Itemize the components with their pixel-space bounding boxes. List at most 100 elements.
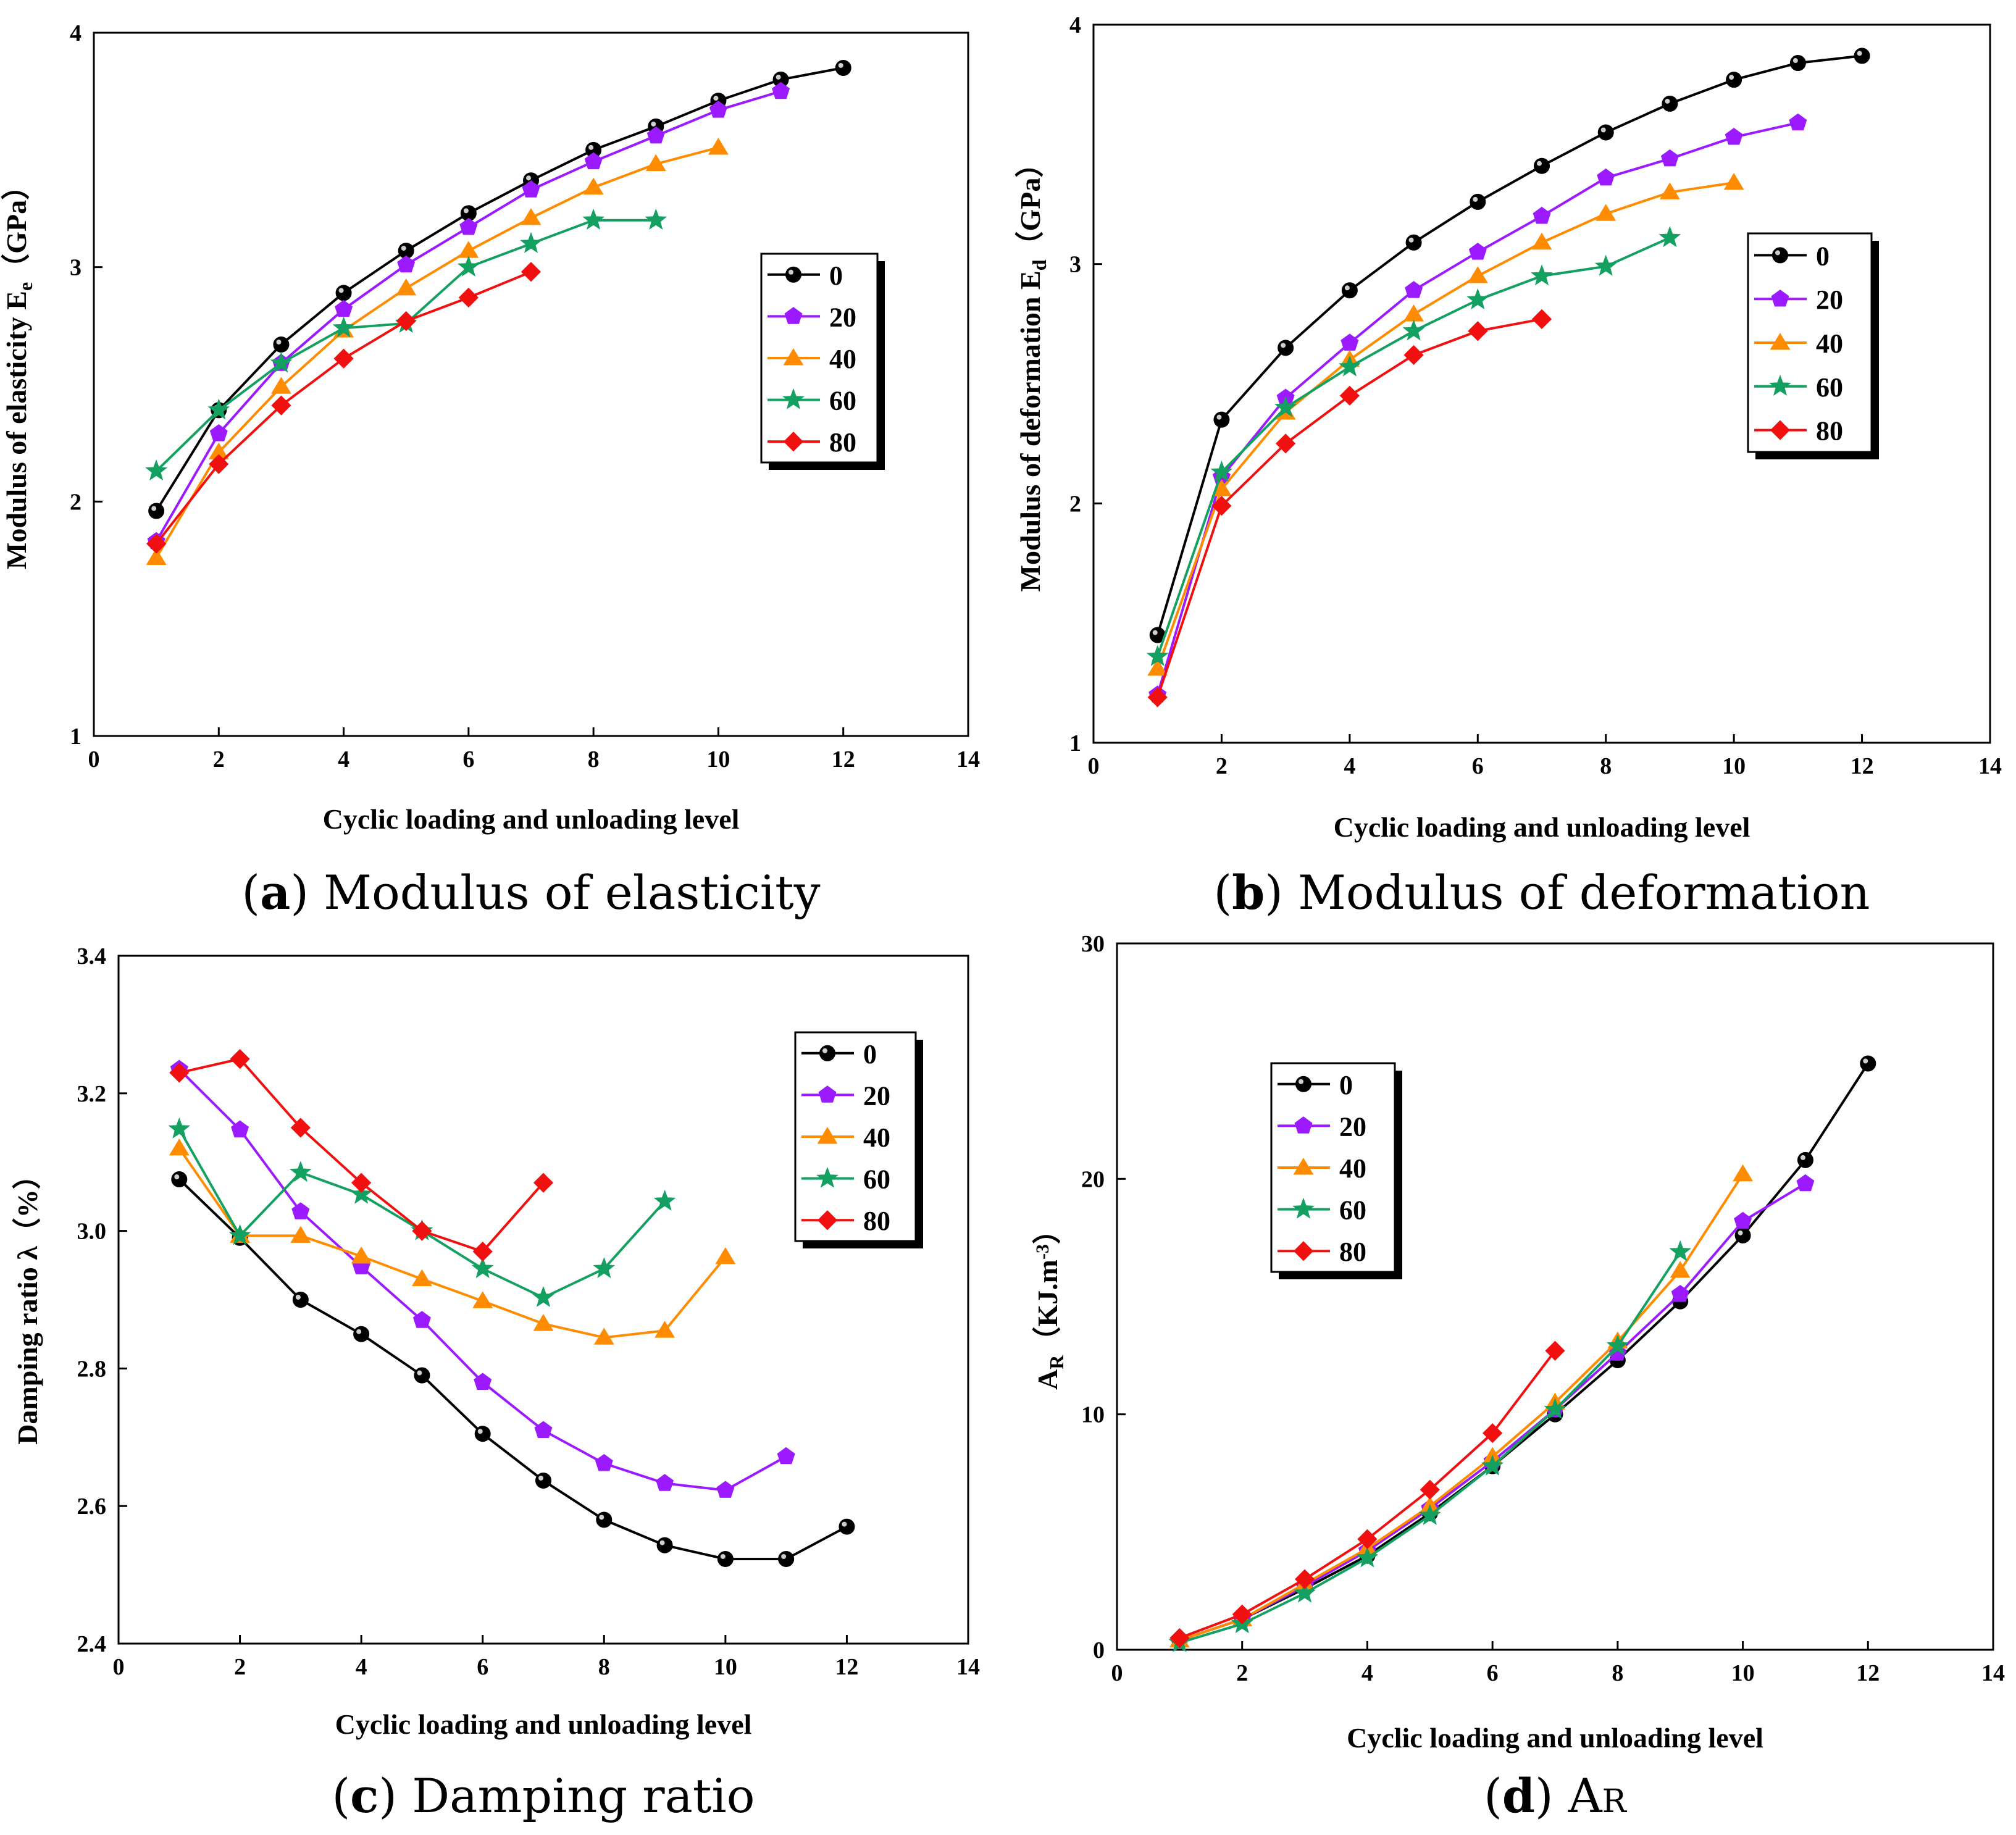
legend-marker [1293,1241,1314,1261]
x-tick-label: 12 [835,1654,858,1680]
legend-label: 0 [863,1039,877,1069]
data-point [145,459,168,481]
data-point [1468,243,1487,260]
data-point [521,262,542,282]
data-point [351,1246,372,1264]
data-point [1405,234,1422,251]
data-point [1294,1569,1315,1589]
data-point [1531,232,1552,250]
x-tick-label: 4 [1344,753,1355,779]
data-point [457,255,480,277]
x-tick-label: 6 [462,746,474,772]
series-line-0 [178,1178,848,1560]
data-point [1403,304,1424,322]
data-point [1211,496,1232,516]
data-point-highlight [1344,285,1350,291]
data-point [273,336,290,353]
data-point [459,217,478,235]
data-point [1402,319,1425,341]
legend-label: 20 [829,302,856,332]
data-point [1733,1164,1754,1182]
data-point [646,126,665,144]
data-point [708,138,729,155]
data-point [533,1172,554,1193]
data-point [474,1426,491,1442]
data-point [1531,264,1553,286]
data-point [231,1120,249,1138]
data-point-highlight [463,208,469,214]
series-line-40 [155,146,719,559]
panel-caption: (c) Damping ratio [332,1768,755,1823]
data-point-highlight [588,144,594,150]
y-axis-label: Modulus of elasticity Ee（GPa） [1,172,36,569]
data-point [1854,48,1870,64]
data-point [1789,55,1806,72]
series-0 [148,59,851,519]
data-point [1403,345,1424,366]
y-axis-label: AR（KJ.m-3） [1032,1216,1068,1390]
legend-marker [1292,1197,1315,1219]
series-line-0 [155,66,844,512]
data-point [835,59,851,76]
data-point [1356,1546,1379,1568]
data-point [656,1537,673,1553]
data-point [228,1224,251,1245]
x-tick-label: 10 [1731,1660,1755,1686]
data-point [1544,1398,1566,1419]
series-40 [146,138,729,565]
y-tick-label: 1 [70,724,82,750]
data-point [584,152,603,170]
data-point [715,1247,736,1264]
x-tick-label: 0 [88,746,100,772]
x-tick-label: 14 [956,1654,980,1680]
data-point-highlight [338,288,344,293]
legend-marker [782,388,805,409]
x-tick-label: 14 [1978,753,2002,779]
legend-marker [816,1166,839,1188]
series-80 [1169,1340,1565,1649]
panel-caption: (d) AR [1484,1768,1628,1823]
y-tick-label: 4 [70,20,82,46]
series-line-80 [1179,1350,1557,1639]
data-point [209,424,228,441]
legend-label: 80 [1339,1237,1366,1267]
x-tick-label: 14 [956,746,980,772]
chart-d: 0 2 4 6 8 10 12 14 0 10 20 30 Cyclic loading and unl… [1032,931,2005,1823]
x-tick-label: 6 [1472,753,1484,779]
data-point [397,255,416,273]
data-point [471,1257,494,1279]
data-point [209,454,229,474]
legend-label: 80 [1816,416,1843,446]
data-point [1357,1529,1378,1549]
data-point [778,1550,795,1567]
data-point-highlight [599,1515,604,1520]
x-tick-label: 4 [338,746,349,772]
data-point [1860,1055,1876,1072]
data-point [839,1518,855,1535]
y-tick-label: 3.0 [77,1219,107,1245]
data-point-highlight [295,1295,301,1300]
data-point-highlight [1600,127,1606,133]
data-point [230,1048,250,1069]
data-point [396,311,416,332]
data-point-highlight [1152,630,1158,635]
data-point [1468,321,1488,341]
y-tick-label: 3 [1069,252,1081,278]
data-point [350,1182,373,1204]
data-point [1534,157,1550,174]
data-point [333,348,354,369]
data-point [1726,72,1742,88]
legend-marker-highlight [822,1048,827,1053]
data-point [521,207,542,225]
data-point [1797,1152,1813,1168]
legend-marker [1294,1116,1313,1134]
chart-c: 0 2 4 6 8 10 12 14 2.4 2.6 2.8 3.0 3.2 3.4 Cyclic load… [12,943,980,1823]
x-tick-label: 2 [234,1654,246,1680]
legend-marker [819,1045,835,1061]
y-tick-label: 2 [70,489,82,515]
data-point [534,1421,553,1438]
series-line-60 [1179,1251,1681,1644]
data-point-highlight [781,1553,787,1559]
data-point [1169,1628,1190,1649]
